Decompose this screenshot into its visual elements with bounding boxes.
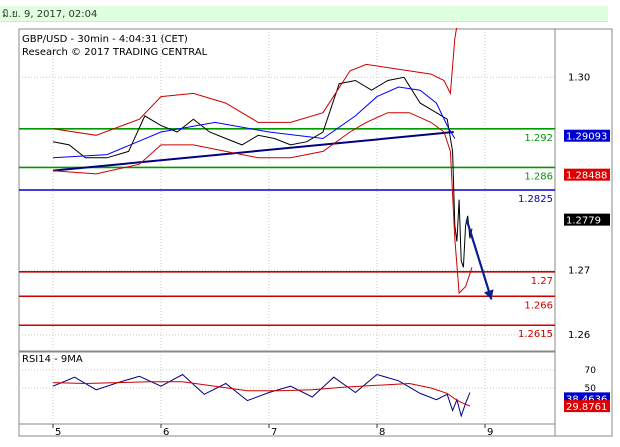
rsi-ma-line	[52, 381, 471, 407]
rsi-tag-label: 38.4636	[566, 394, 607, 405]
chart-subtitle: Research © 2017 TRADING CENTRAL	[22, 47, 208, 58]
y-tick-label: 1.26	[568, 330, 590, 341]
price-tag	[564, 213, 610, 226]
level-label: 1.286	[524, 171, 553, 182]
x-tick-label: 8	[379, 427, 385, 438]
header-bar: มิ.ย. 9, 2017, 02:04	[0, 0, 620, 28]
chart-title: GBP/USD - 30min - 4:04:31 (CET)	[22, 34, 188, 45]
rsi-line	[52, 373, 471, 418]
bollinger-upper-line	[52, 28, 458, 136]
rsi-tick-label: 70	[585, 366, 597, 376]
y-tick-label: 1.27	[568, 266, 590, 277]
rsi-tag	[564, 400, 610, 413]
y-tick-label: 1.30	[568, 72, 590, 83]
level-label: 1.266	[524, 300, 553, 311]
x-axis-frame	[18, 423, 556, 437]
level-label: 1.292	[524, 133, 553, 144]
x-tick-label: 5	[55, 427, 61, 438]
price-tag-label: 1.29093	[566, 132, 607, 143]
price-tag	[564, 168, 610, 181]
rsi-tick-label: 50	[585, 384, 597, 394]
chart-datetime: มิ.ย. 9, 2017, 02:04	[2, 9, 98, 20]
price-tag	[564, 129, 610, 142]
price-tag-label: 1.2779	[566, 216, 601, 227]
x-tick-label: 7	[271, 427, 277, 438]
rsi-tag-label: 29.8761	[566, 402, 607, 413]
forecast-arrow	[465, 219, 493, 300]
trendline	[52, 131, 454, 172]
x-tick-label: 9	[487, 427, 493, 438]
level-label: 1.2615	[518, 329, 553, 340]
date-banner	[0, 6, 608, 22]
y-axis-frame	[554, 28, 613, 437]
level-label: 1.2825	[518, 194, 553, 205]
moving-average-line	[52, 86, 456, 159]
price-line	[52, 76, 473, 268]
bollinger-lower-line	[52, 112, 473, 295]
x-tick-label: 6	[163, 427, 169, 438]
level-label: 1.27	[531, 276, 553, 287]
rsi-title: RSI14 - 9MA	[22, 354, 83, 365]
forecast-arrow-head	[484, 289, 494, 300]
price-tag-label: 1.28488	[566, 171, 607, 182]
